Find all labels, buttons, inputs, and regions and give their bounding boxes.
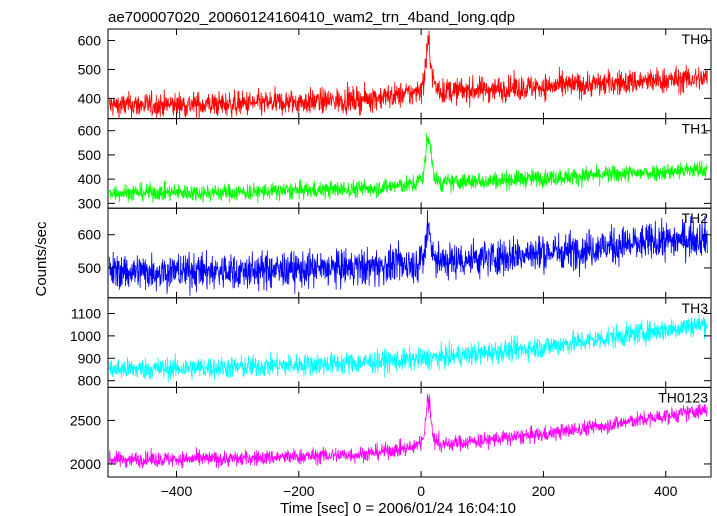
panel-th2: 500 600 TH2 [78,207,712,299]
panel-frame [107,297,712,388]
y-tick-label: 400 [78,171,102,187]
y-tick-label: 2500 [70,412,101,428]
series-line-th0 [108,30,708,119]
x-tick-label: 200 [532,483,556,499]
series-line-th2 [108,210,708,296]
panel-th3: 800 900 1000 1100 TH3 [70,297,712,389]
series-line-th3 [108,314,708,383]
panel-th1: 300 400 500 600 TH1 [78,118,712,211]
panel-frame [107,386,712,478]
series-line-th0123 [108,394,708,469]
x-axis: −400 −200 0 200 400 [161,483,678,499]
x-tick-label: −200 [283,483,315,499]
y-tick-label: 500 [78,260,102,276]
panel-label: TH1 [682,121,709,137]
panel-label: TH0123 [658,389,708,405]
panel-label: TH2 [682,210,709,226]
y-tick-label: 500 [78,147,102,163]
panel-label: TH3 [682,300,709,316]
panel-th0: 400 500 600 TH0 [78,28,712,120]
x-tick-label: 400 [654,483,678,499]
x-tick-label: 0 [417,483,425,499]
y-tick-label: 600 [78,33,102,49]
y-tick-label: 600 [78,227,102,243]
x-axis-label: Time [sec] 0 = 2006/01/24 16:04:10 [280,500,516,516]
panel-th0123: 2000 2500 TH0123 [70,386,712,478]
y-tick-label: 600 [78,123,102,139]
y-tick-label: 1100 [71,305,101,321]
y-axis-label: Counts/sec [33,221,50,297]
y-tick-label: 800 [78,373,102,389]
y-tick-label: 900 [78,350,102,366]
chart-title: ae700007020_20060124160410_wam2_trn_4ban… [108,9,515,26]
panel-label: TH0 [682,31,709,47]
y-tick-label: 300 [78,195,102,211]
panels-group: 400 500 600 TH0 300 400 500 600 TH1 500 600 TH2 800 9… [70,28,712,478]
y-tick-label: 1000 [70,328,101,344]
x-tick-label: −400 [161,483,193,499]
y-tick-label: 500 [78,61,102,77]
series-line-th1 [109,133,708,204]
y-tick-label: 400 [78,90,102,106]
y-tick-label: 2000 [70,456,101,472]
